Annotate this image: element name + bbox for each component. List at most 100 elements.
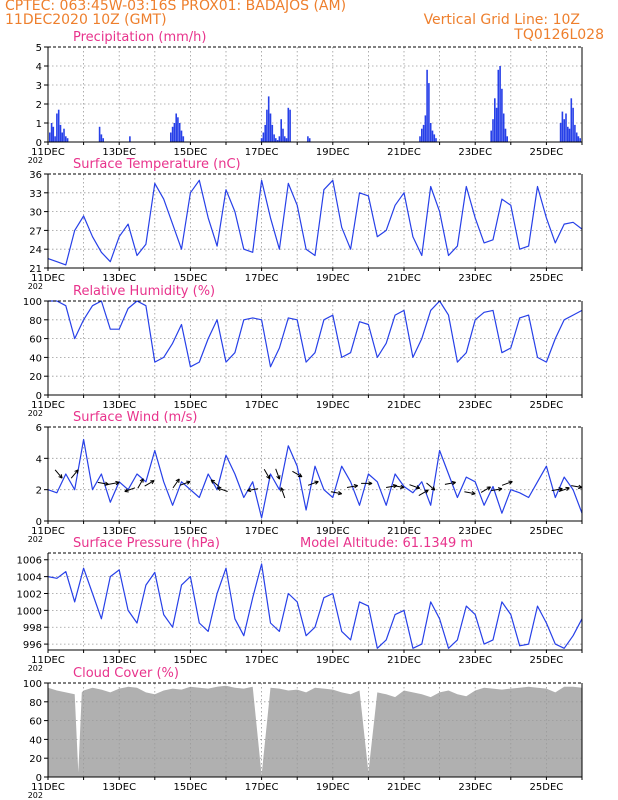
temperature-xtick-label: 11DEC <box>31 273 65 284</box>
precip-bar <box>579 138 581 142</box>
pressure-ytick-label: 996 <box>23 640 42 651</box>
wind-vector-arrow <box>280 487 286 499</box>
humidity-xtick-label: 15DEC <box>174 400 208 411</box>
wind-vector-arrow <box>124 487 136 493</box>
precip-bar <box>178 123 181 142</box>
precip-bar <box>422 124 425 142</box>
wind-xtick-label: 17DEC <box>245 526 279 537</box>
humidity-title: Relative Humidity (%) <box>73 284 215 299</box>
precip-bar <box>266 109 268 142</box>
cloud-xtick-label: 23DEC <box>458 782 492 793</box>
wind-vector-arrow <box>292 470 303 478</box>
precip-bar <box>565 113 567 142</box>
pressure-ytick-label: 998 <box>23 623 42 634</box>
precip-bar <box>102 138 104 142</box>
wind-vector-arrow <box>444 480 456 486</box>
humidity-xtick-label: 17DEC <box>245 400 279 411</box>
wind-ytick-label: 0 <box>36 517 42 528</box>
precip-bar <box>129 136 131 142</box>
precip-bar <box>497 69 500 142</box>
precip-bar <box>182 136 185 142</box>
precip-bar <box>421 128 423 142</box>
cloud-year-fragment: 202 <box>28 791 43 800</box>
pressure-xtick-label: 25DEC <box>530 655 564 666</box>
precip-bar <box>424 115 427 142</box>
precip-bar <box>269 113 272 142</box>
pressure-xtick-label: 15DEC <box>174 655 208 666</box>
precip-bar <box>177 117 179 142</box>
precip-title: Precipitation (mm/h) <box>73 30 206 45</box>
temperature-ytick-label: 27 <box>29 226 42 237</box>
precip-year-fragment: 202 <box>28 156 43 165</box>
cloud-xtick-label: 11DEC <box>31 782 65 793</box>
precip-bar <box>285 138 288 142</box>
precip-bar <box>495 107 498 142</box>
temperature-ytick-label: 36 <box>29 170 42 181</box>
wind-xtick-label: 11DEC <box>31 526 65 537</box>
precip-bar <box>435 138 437 142</box>
pressure-xtick-label: 11DEC <box>31 655 65 666</box>
wind-vector-arrow <box>346 484 359 489</box>
pressure-subtitle: Model Altitude: 61.1349 m <box>300 536 473 551</box>
precip-bar <box>57 109 60 142</box>
temperature-xtick-label: 17DEC <box>245 273 279 284</box>
pressure-ytick-label: 1002 <box>17 589 42 600</box>
precip-bar <box>275 138 277 142</box>
header-model-code: TQ0126L028 <box>514 27 604 43</box>
pressure-xtick-label: 23DEC <box>458 655 492 666</box>
precip-xtick-label: 19DEC <box>316 147 350 158</box>
cloud-ytick-label: 100 <box>23 679 42 690</box>
precip-bar <box>267 96 270 142</box>
precip-ytick-label: 3 <box>36 81 42 92</box>
precip-bar <box>490 130 492 142</box>
precip-bar <box>287 107 290 142</box>
wind-vector-arrow <box>418 489 429 497</box>
cloud-ytick-label: 20 <box>29 754 42 765</box>
precip-ytick-label: 4 <box>36 62 42 73</box>
wind-vector-arrow <box>464 490 476 496</box>
wind-vector-arrow <box>247 487 259 493</box>
pressure-ytick-label: 1000 <box>17 606 42 617</box>
precip-bar <box>431 130 434 142</box>
cloud-ytick-label: 40 <box>29 735 42 746</box>
precip-bar <box>575 132 578 142</box>
precip-ytick-label: 1 <box>36 119 42 130</box>
precip-bar <box>570 98 573 142</box>
precip-bar <box>276 140 279 142</box>
wind-vector-arrow <box>480 486 492 493</box>
pressure-xtick-label: 17DEC <box>245 655 279 666</box>
header-grid-line-note: Vertical Grid Line: 10Z <box>423 12 580 28</box>
wind-vector-arrow <box>307 480 319 486</box>
precip-bar <box>494 98 496 142</box>
wind-year-fragment: 202 <box>28 535 43 544</box>
temperature-ytick-label: 33 <box>29 189 42 200</box>
wind-vector-arrow <box>216 486 228 492</box>
humidity-xtick-label: 25DEC <box>530 400 564 411</box>
precip-bar <box>563 119 565 142</box>
precip-xtick-label: 13DEC <box>102 147 136 158</box>
precip-bar <box>429 123 432 142</box>
wind-vector-arrow <box>558 486 570 492</box>
precip-bar <box>280 119 282 142</box>
precip-bar <box>56 113 58 142</box>
humidity-year-fragment: 202 <box>28 409 43 418</box>
wind-vector-arrow <box>393 484 405 490</box>
wind-xtick-label: 19DEC <box>316 526 350 537</box>
pressure-ytick-label: 1004 <box>17 573 42 584</box>
header-station-line: CPTEC: 063:45W-03:16S PROX01: BADAJOS (A… <box>5 0 347 14</box>
wind-ytick-label: 6 <box>36 423 42 434</box>
precip-bar <box>492 119 494 142</box>
precip-xtick-label: 17DEC <box>245 147 279 158</box>
wind-vector-arrow <box>172 478 180 489</box>
cloud-xtick-label: 15DEC <box>174 782 208 793</box>
wind-vector-arrow <box>97 481 109 486</box>
page-header: CPTEC: 063:45W-03:16S PROX01: BADAJOS (A… <box>0 0 618 46</box>
wind-vector-arrow <box>501 480 513 486</box>
wind-vector-arrow <box>361 481 373 486</box>
humidity-xtick-label: 13DEC <box>102 400 136 411</box>
precip-bar <box>572 107 574 142</box>
wind-vector-arrow <box>571 484 583 490</box>
wind-vector-arrow <box>137 478 144 489</box>
precip-bar <box>419 136 421 142</box>
